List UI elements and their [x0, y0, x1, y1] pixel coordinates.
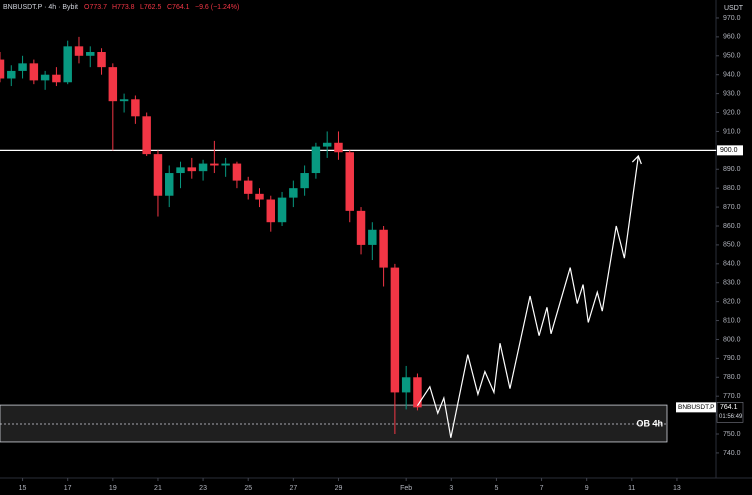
candle-body — [165, 173, 174, 196]
candle-body — [210, 163, 219, 166]
y-tick-label: 780.0 — [723, 374, 741, 381]
y-tick-label: 750.0 — [723, 431, 741, 438]
x-tick-label: 13 — [673, 485, 681, 492]
candle-body — [390, 267, 400, 393]
x-tick-label: 21 — [154, 485, 162, 492]
y-tick-label: 870.0 — [723, 204, 741, 211]
x-tick-label: 11 — [628, 485, 635, 492]
candle-body — [379, 229, 388, 268]
candle-body — [176, 167, 185, 174]
ohlc-open: O773.7 — [84, 4, 107, 11]
y-tick-label: 790.0 — [723, 355, 741, 362]
candle-body — [29, 63, 39, 81]
y-tick-label: 950.0 — [723, 53, 741, 60]
candle-body — [243, 180, 253, 194]
ohlc-high: H773.8 — [112, 4, 135, 11]
last-price-label: 764.1 — [720, 404, 738, 411]
ob-zone — [0, 404, 668, 443]
candle-body — [277, 197, 287, 223]
y-tick-label: 840.0 — [723, 261, 741, 268]
x-tick-label: 25 — [244, 485, 252, 492]
candle-body — [345, 152, 354, 211]
y-tick-label: 930.0 — [723, 90, 741, 97]
candle-body — [266, 199, 276, 223]
x-tick-label: 29 — [335, 485, 343, 492]
projection-line — [416, 155, 639, 438]
x-tick-label: 27 — [289, 485, 297, 492]
candle-body — [7, 70, 16, 79]
y-tick-label: 880.0 — [723, 185, 741, 192]
candle-body — [108, 67, 118, 102]
candle-body — [322, 142, 332, 147]
projection-arrowhead — [631, 154, 642, 165]
candle-body — [63, 46, 72, 83]
candle-body — [289, 188, 298, 198]
candle-body — [142, 116, 151, 155]
candle-body — [255, 193, 264, 200]
y-tick-label: 800.0 — [723, 336, 741, 343]
y-tick-label: 850.0 — [723, 242, 741, 249]
candle-body — [187, 167, 197, 172]
y-tick-label: 770.0 — [723, 393, 741, 400]
symbol-tag — [676, 402, 716, 413]
x-tick-label: 3 — [449, 485, 453, 492]
ob-label: OB 4h — [636, 418, 663, 428]
y-tick-label: 820.0 — [723, 298, 741, 305]
candle-body — [97, 52, 106, 68]
y-tick-label: 890.0 — [723, 166, 741, 173]
level-label: 900.0 — [720, 147, 738, 154]
y-tick-label: 740.0 — [723, 450, 741, 457]
candle-body — [368, 229, 377, 245]
price-tag — [716, 402, 744, 423]
y-tick-label: 910.0 — [723, 128, 741, 135]
axes: 740.0750.0760.0770.0780.0790.0800.0810.0… — [19, 15, 744, 492]
currency: USDT — [724, 5, 744, 12]
x-tick-label: 7 — [540, 485, 544, 492]
x-tick-label: 23 — [199, 485, 207, 492]
y-tick-label: 970.0 — [723, 15, 741, 22]
candle-body — [131, 99, 140, 117]
candle-body — [153, 154, 163, 196]
symbol-label: BNBUSDT.P — [678, 404, 714, 411]
candle-body — [334, 142, 343, 153]
y-tick-label: 960.0 — [723, 34, 741, 41]
candle-body — [232, 163, 242, 181]
ohlc-low: L762.5 — [140, 4, 162, 11]
x-tick-label: 5 — [494, 485, 498, 492]
x-tick-label: 19 — [109, 485, 117, 492]
candle-body — [74, 46, 84, 56]
header: BNBUSDT.P · 4h · Bybit O773.7 H773.8 L76… — [3, 4, 744, 12]
y-tick-label: 830.0 — [723, 280, 741, 287]
ohlc-change: −9.6 (−1.24%) — [195, 4, 239, 11]
candle-body — [413, 377, 422, 408]
candle-body — [52, 74, 61, 83]
y-tick-label: 860.0 — [723, 223, 741, 230]
countdown-label: 01:56:49 — [719, 414, 743, 420]
ohlc-close: C764.1 — [167, 4, 190, 11]
candle-body — [0, 59, 5, 79]
y-tick-label: 920.0 — [723, 109, 741, 116]
candle-body — [18, 63, 27, 71]
plot-area: OB 4h — [0, 36, 716, 443]
candle-body — [221, 163, 230, 166]
candle-body — [86, 52, 95, 56]
y-tick-label: 810.0 — [723, 317, 741, 324]
x-tick-label: 15 — [19, 485, 27, 492]
x-tick-label: 9 — [585, 485, 589, 492]
candle-body — [198, 163, 208, 172]
candle-body — [40, 74, 50, 81]
level-tag — [717, 145, 743, 156]
x-tick-label: Feb — [400, 485, 412, 492]
symbol-title: BNBUSDT.P · 4h · Bybit — [3, 4, 78, 11]
candle-body — [356, 210, 366, 245]
candle-body — [119, 99, 129, 102]
candle-body — [311, 146, 321, 174]
candle-body — [401, 377, 411, 393]
x-tick-label: 17 — [64, 485, 72, 492]
candle-body — [300, 173, 309, 189]
y-tick-label: 940.0 — [723, 72, 741, 79]
